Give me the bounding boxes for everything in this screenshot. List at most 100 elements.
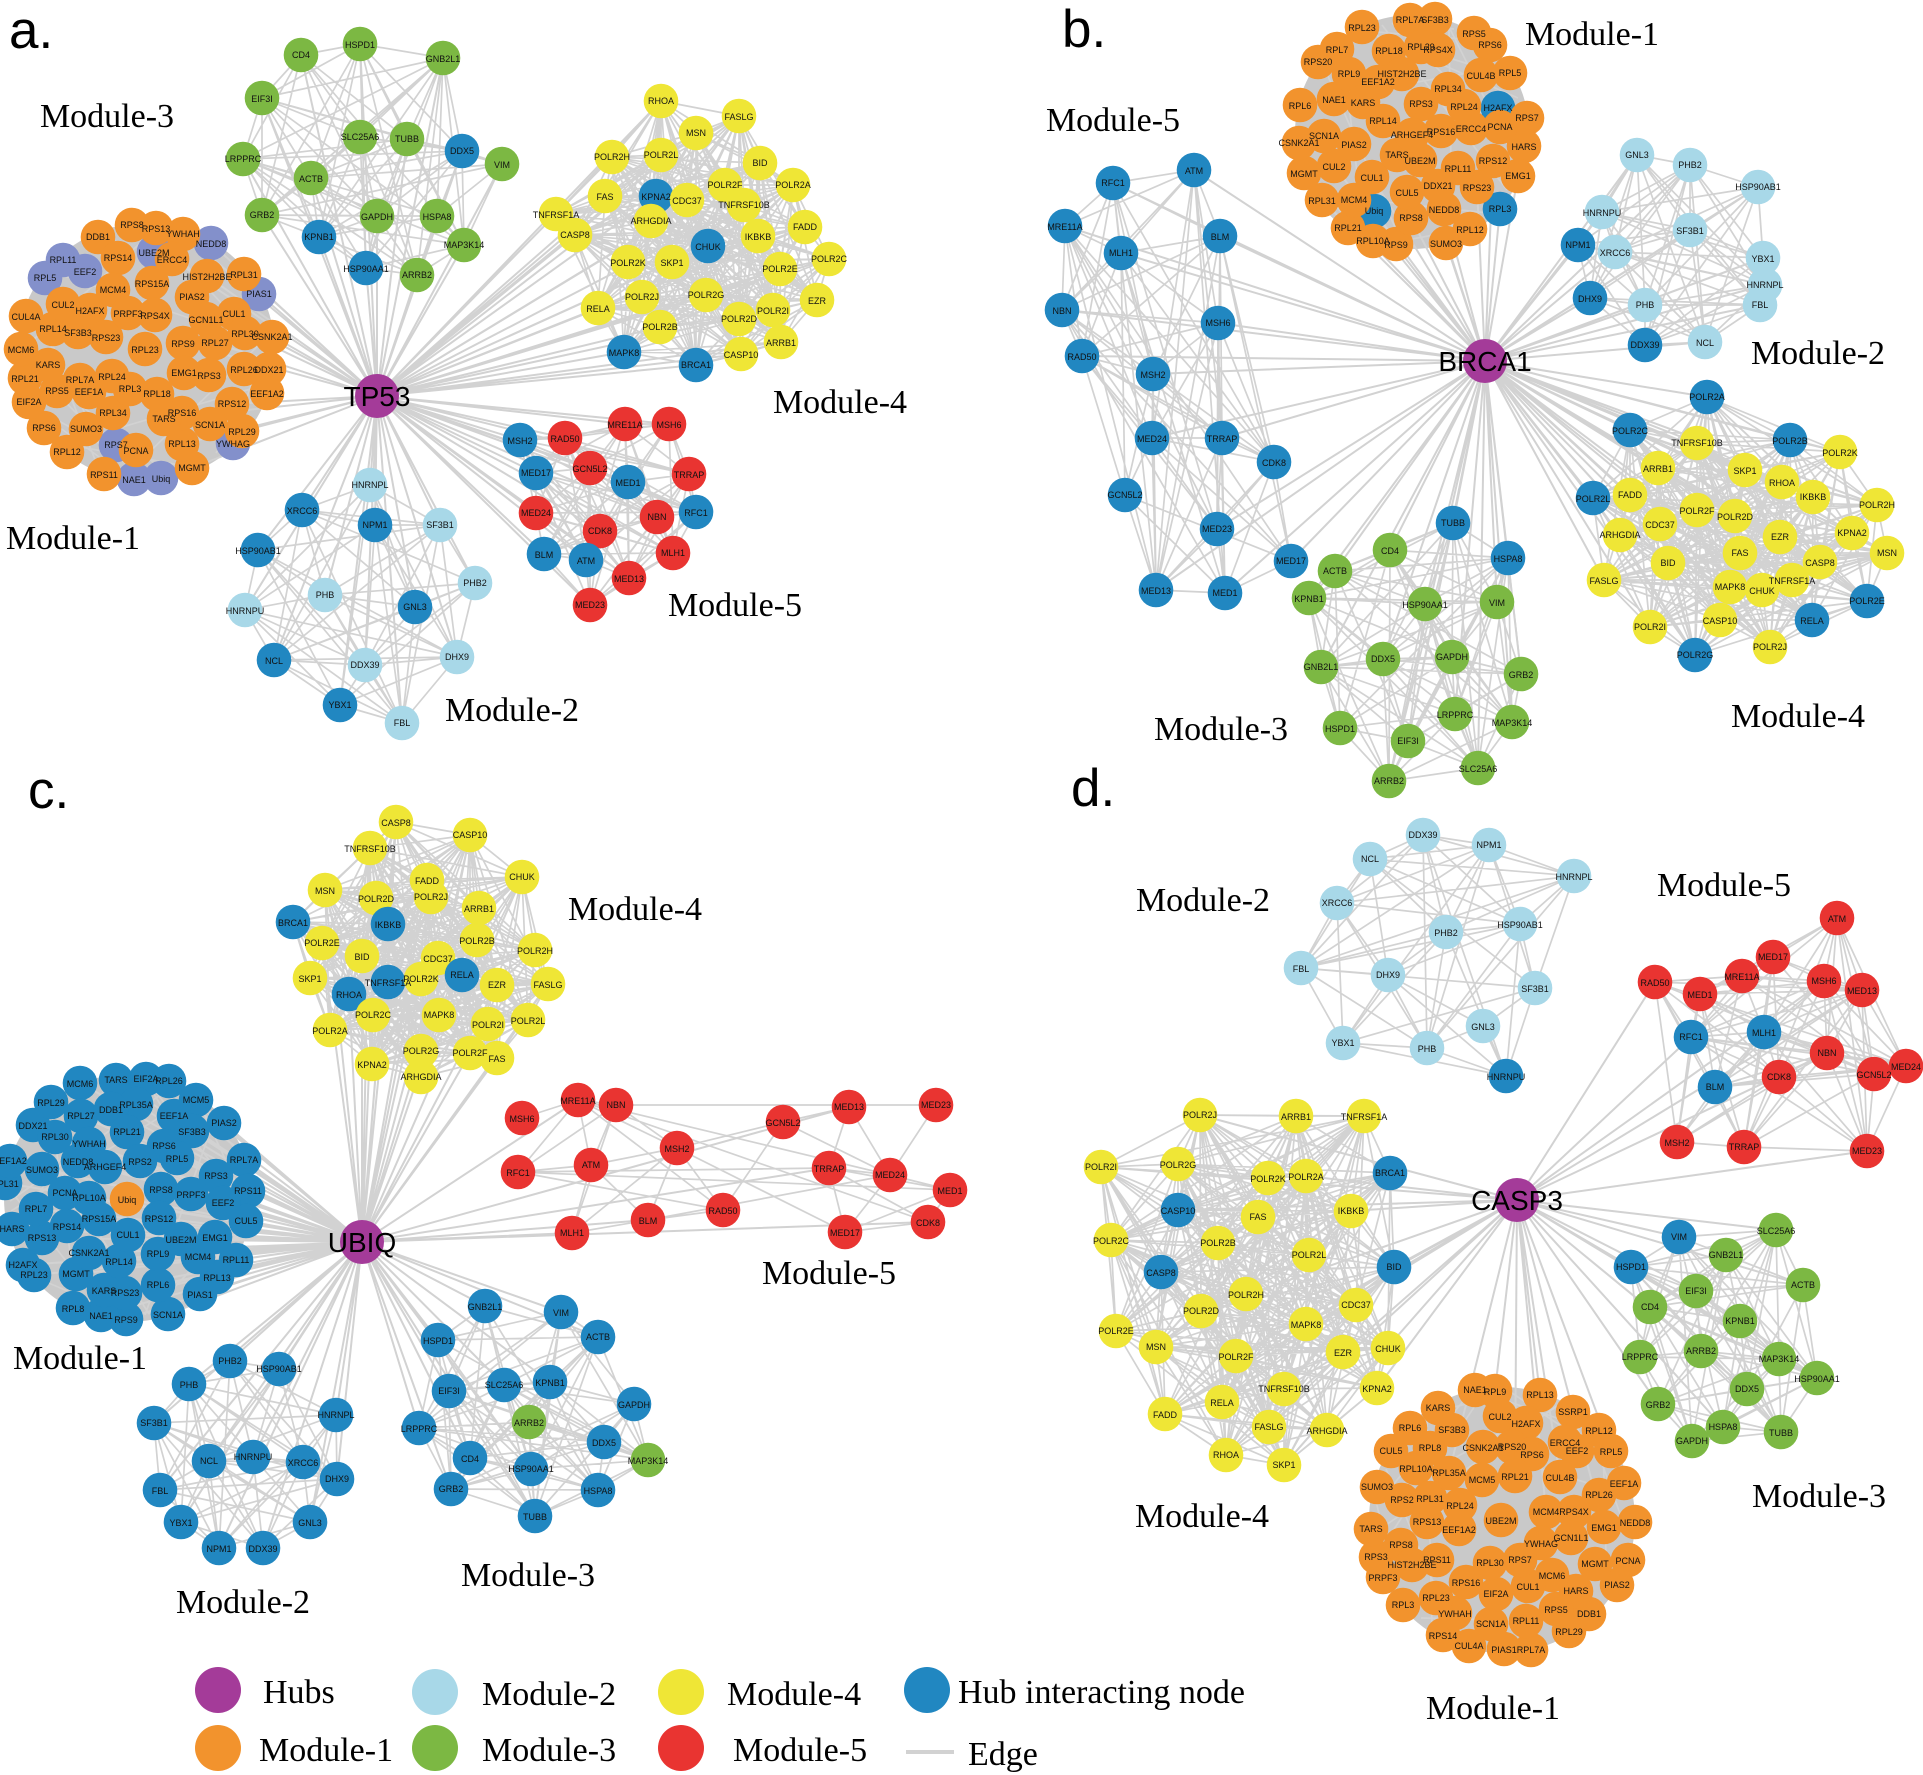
svg-text:ARRB2: ARRB2: [514, 1418, 544, 1428]
svg-text:RPL11: RPL11: [223, 1255, 250, 1265]
svg-text:NPM1: NPM1: [1476, 840, 1501, 850]
svg-text:DDB1: DDB1: [86, 232, 110, 242]
svg-text:FBL: FBL: [1752, 300, 1769, 310]
svg-text:DDB1: DDB1: [99, 1105, 123, 1115]
svg-text:HARS: HARS: [0, 1224, 25, 1234]
svg-text:TUBB: TUBB: [1769, 1428, 1793, 1438]
svg-text:DHX9: DHX9: [1376, 970, 1400, 980]
svg-text:MRE11A: MRE11A: [1724, 972, 1759, 982]
svg-text:CUL2: CUL2: [51, 300, 74, 310]
svg-text:RPS14: RPS14: [53, 1222, 82, 1232]
svg-text:POLR2E: POLR2E: [1098, 1326, 1134, 1336]
svg-text:POLR2F: POLR2F: [1679, 506, 1715, 516]
svg-text:PHB2: PHB2: [1434, 928, 1458, 938]
svg-text:VIM: VIM: [1489, 598, 1505, 608]
svg-text:Ubiq: Ubiq: [152, 474, 171, 484]
svg-text:LRPPRC: LRPPRC: [401, 1424, 438, 1434]
svg-text:RPS5: RPS5: [45, 386, 69, 396]
svg-text:BLM: BLM: [535, 550, 554, 560]
svg-text:RPL13: RPL13: [168, 439, 196, 449]
svg-text:PHB2: PHB2: [463, 578, 487, 588]
svg-text:Module-3: Module-3: [40, 98, 174, 135]
svg-text:SF3B3: SF3B3: [64, 328, 92, 338]
svg-text:DDX5: DDX5: [1735, 1384, 1759, 1394]
svg-text:PHB2: PHB2: [1678, 160, 1702, 170]
svg-text:TRRAP: TRRAP: [1207, 434, 1238, 444]
svg-text:RPS7: RPS7: [1515, 113, 1539, 123]
svg-text:ACTB: ACTB: [1791, 1280, 1815, 1290]
svg-text:MCM5: MCM5: [183, 1095, 210, 1105]
svg-text:TNFRSF1A: TNFRSF1A: [533, 210, 580, 220]
svg-text:RPL31: RPL31: [1416, 1494, 1444, 1504]
svg-text:RPS3: RPS3: [1409, 99, 1433, 109]
svg-text:CSNK2A1: CSNK2A1: [1278, 138, 1319, 148]
svg-text:PHB: PHB: [316, 590, 335, 600]
svg-text:EIF3I: EIF3I: [251, 94, 273, 104]
svg-text:RPL8: RPL8: [1419, 1443, 1442, 1453]
svg-text:SF3B3: SF3B3: [1421, 15, 1449, 25]
svg-text:RPS2: RPS2: [1390, 1495, 1414, 1505]
svg-text:EIF3I: EIF3I: [1685, 1286, 1707, 1296]
svg-text:SUMO3: SUMO3: [70, 424, 102, 434]
svg-text:HSPA8: HSPA8: [584, 1486, 613, 1496]
svg-text:SKP1: SKP1: [660, 258, 683, 268]
svg-text:NAE1: NAE1: [122, 475, 146, 485]
svg-text:RPS4X: RPS4X: [140, 311, 170, 321]
svg-text:KPNA2: KPNA2: [1837, 528, 1867, 538]
svg-text:RPS12: RPS12: [145, 1214, 174, 1224]
svg-text:KPNA2: KPNA2: [641, 192, 671, 202]
svg-text:NBN: NBN: [647, 512, 666, 522]
svg-text:POLR2F: POLR2F: [452, 1048, 488, 1058]
svg-text:Module-2: Module-2: [1136, 882, 1270, 919]
svg-text:Module-3: Module-3: [461, 1557, 595, 1594]
svg-text:EEF1A: EEF1A: [1610, 1479, 1639, 1489]
svg-text:BID: BID: [354, 952, 370, 962]
svg-text:Module-5: Module-5: [733, 1732, 867, 1769]
svg-text:POLR2C: POLR2C: [355, 1010, 392, 1020]
svg-text:DDX5: DDX5: [592, 1438, 616, 1448]
svg-text:FASLG: FASLG: [724, 112, 753, 122]
svg-text:RPL27: RPL27: [67, 1111, 95, 1121]
svg-text:PIAS1: PIAS1: [246, 289, 272, 299]
svg-text:RPL3: RPL3: [1392, 1600, 1415, 1610]
svg-text:RELA: RELA: [1800, 616, 1824, 626]
svg-text:POLR2G: POLR2G: [1677, 650, 1714, 660]
svg-text:CASP10: CASP10: [1703, 616, 1738, 626]
svg-text:POLR2A: POLR2A: [1689, 392, 1725, 402]
svg-text:RPS6: RPS6: [32, 423, 56, 433]
svg-text:HNRNPU: HNRNPU: [1487, 1072, 1526, 1082]
svg-text:POLR2A: POLR2A: [775, 180, 811, 190]
svg-text:RPS6: RPS6: [152, 1141, 176, 1151]
svg-text:GNB2L1: GNB2L1: [1709, 1250, 1744, 1260]
svg-text:ARRB2: ARRB2: [1686, 1346, 1716, 1356]
svg-text:EEF1A2: EEF1A2: [1442, 1525, 1476, 1535]
svg-text:CSNK2A1: CSNK2A1: [251, 332, 292, 342]
svg-text:Module-1: Module-1: [1426, 1690, 1560, 1727]
svg-text:RHOA: RHOA: [336, 990, 362, 1000]
svg-text:RPS20: RPS20: [1304, 57, 1333, 67]
svg-text:POLR2A: POLR2A: [1288, 1172, 1324, 1182]
svg-text:EZR: EZR: [1334, 1348, 1353, 1358]
svg-text:RPL3: RPL3: [119, 384, 142, 394]
svg-text:ATM: ATM: [582, 1160, 600, 1170]
svg-text:UBE2M: UBE2M: [1485, 1516, 1516, 1526]
svg-text:RPL7A: RPL7A: [1396, 15, 1425, 25]
svg-text:Edge: Edge: [968, 1736, 1038, 1773]
svg-text:RAD50: RAD50: [550, 434, 579, 444]
svg-text:RELA: RELA: [450, 970, 474, 980]
svg-text:RPL31: RPL31: [0, 1179, 19, 1189]
svg-text:RPL26: RPL26: [230, 365, 258, 375]
svg-text:TNFRSF1A: TNFRSF1A: [1769, 576, 1816, 586]
svg-text:CDK8: CDK8: [588, 526, 612, 536]
svg-text:HNRNPL: HNRNPL: [317, 1410, 354, 1420]
svg-text:POLR2B: POLR2B: [642, 322, 678, 332]
svg-text:RPS20: RPS20: [1498, 1442, 1527, 1452]
svg-text:CASP8: CASP8: [1805, 558, 1835, 568]
svg-text:EIF2A: EIF2A: [1483, 1589, 1508, 1599]
svg-text:HNRNPL: HNRNPL: [1555, 872, 1592, 882]
svg-text:POLR2K: POLR2K: [403, 974, 439, 984]
svg-text:HSPD1: HSPD1: [423, 1336, 453, 1346]
svg-text:RPL5: RPL5: [1499, 68, 1522, 78]
svg-text:SF3B1: SF3B1: [426, 520, 454, 530]
svg-text:MSH2: MSH2: [1664, 1138, 1689, 1148]
